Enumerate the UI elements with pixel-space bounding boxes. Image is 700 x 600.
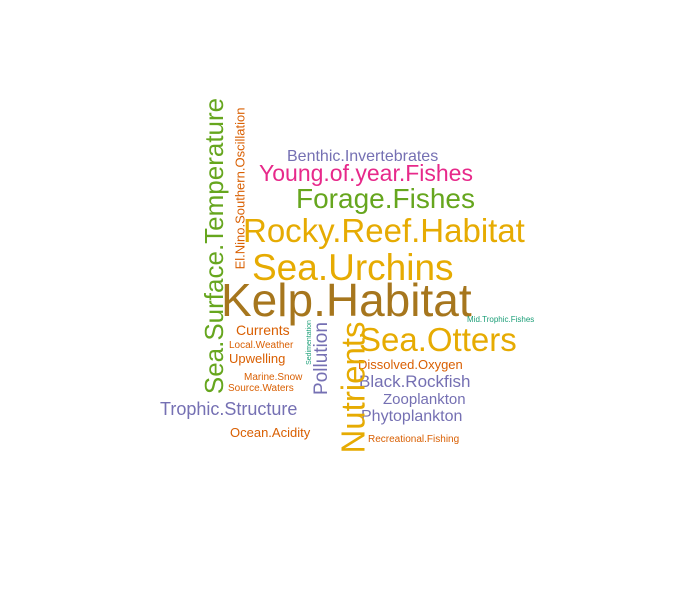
word-trophic-structure: Trophic.Structure [160,399,298,419]
word-upwelling: Upwelling [229,351,286,366]
word-forage-fishes: Forage.Fishes [296,183,475,214]
word-young-of-year-fishes: Young.of.year.Fishes [259,160,473,186]
word-el-nino-southern-oscillation: El.Nino.Southern.Oscillation [232,107,248,269]
word-dissolved-oxygen: Dissolved.Oxygen [358,357,463,372]
word-sea-otters: Sea.Otters [359,321,517,358]
word-ocean-acidity: Ocean.Acidity [230,425,311,440]
word-sea-urchins: Sea.Urchins [252,247,454,288]
word-marine-snow: Marine.Snow [244,372,303,383]
word-rocky-reef-habitat: Rocky.Reef.Habitat [243,212,525,249]
word-black-rockfish: Black.Rockfish [359,372,471,391]
word-sea-surface-temperature: Sea.Surface.Temperature [199,97,230,395]
word-currents: Currents [236,322,290,338]
word-mid-trophic-fishes: Mid.Trophic.Fishes [467,315,535,324]
word-nutrients: Nutrients [334,320,372,454]
word-zooplankton: Zooplankton [383,391,466,408]
word-pollution: Pollution [310,321,332,395]
word-phytoplankton: Phytoplankton [361,408,463,425]
word-benthic-invertebrates: Benthic.Invertebrates [287,148,439,165]
word-source-waters: Source.Waters [228,383,294,394]
word-recreational-fishing: Recreational.Fishing [368,434,460,445]
word-kelp-habitat: Kelp.Habitat [221,274,472,326]
word-local-weather: Local.Weather [229,340,294,351]
word-sedimentation: Sedimentation [305,319,313,365]
